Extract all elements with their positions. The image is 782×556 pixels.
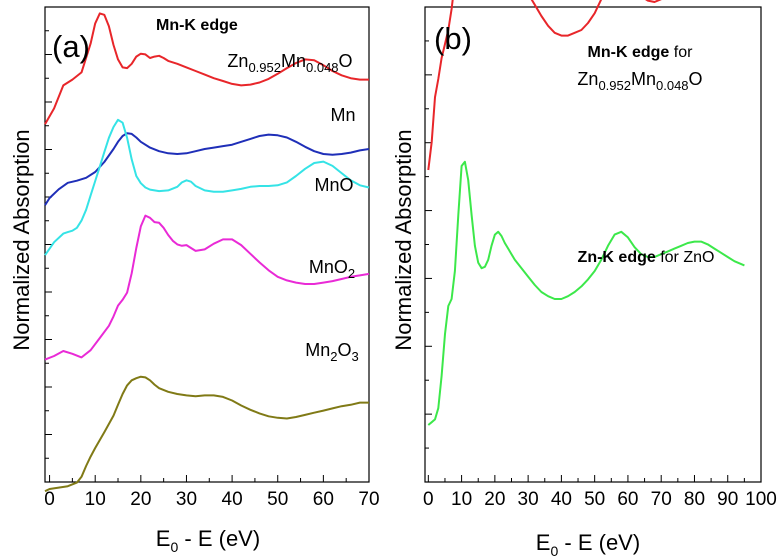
panel-b-y-ticks bbox=[425, 40, 432, 449]
panel-b-x-axis-label: E0 - E (eV) bbox=[536, 530, 640, 556]
x-tick-label: 0 bbox=[423, 489, 434, 510]
x-tick-label: 20 bbox=[130, 489, 151, 510]
x-tick-label: 80 bbox=[684, 489, 705, 510]
panel-a-title: Mn-K edge bbox=[156, 17, 238, 34]
x-tick-label: 100 bbox=[745, 489, 777, 510]
series-line-mno bbox=[44, 118, 370, 256]
panel-a-x-axis-label: E0 - E (eV) bbox=[156, 526, 260, 555]
x-tick-label: 60 bbox=[617, 489, 638, 510]
panel-b-x-ticks bbox=[427, 475, 762, 482]
x-tick-label: 70 bbox=[358, 489, 379, 510]
panel-b-x-axis-label-tail: - E (eV) bbox=[558, 530, 640, 555]
panel-b-y-axis-label: Normalized Absorption bbox=[391, 129, 416, 350]
x-tick-label: 60 bbox=[313, 489, 334, 510]
panel-b-series bbox=[427, 0, 745, 426]
panel-a-x-axis-label-main: E bbox=[156, 526, 171, 551]
panel-a-y-axis-label: Normalized Absorption bbox=[9, 129, 34, 350]
series-label-mn: Mn bbox=[330, 105, 355, 125]
panel-b-label: (b) bbox=[434, 21, 472, 56]
annotation-zn-k-edge: Zn-K edge for ZnO bbox=[578, 249, 715, 266]
x-tick-label: 40 bbox=[551, 489, 572, 510]
panel-a-label: (a) bbox=[52, 29, 90, 64]
panel-b: 0 10 20 30 40 50 60 70 80 90 100 (b) Normalized Ab… bbox=[391, 0, 777, 556]
x-tick-label: 40 bbox=[222, 489, 243, 510]
series-label-mno2: MnO2 bbox=[309, 257, 355, 281]
series-line-zn-k-edge-for-zno bbox=[427, 160, 745, 426]
panel-a-series bbox=[44, 12, 370, 493]
annotation-mn-k-compound: Zn0.952Mn0.048O bbox=[577, 69, 702, 93]
series-label-mno: MnO bbox=[314, 175, 353, 195]
x-tick-label: 50 bbox=[584, 489, 605, 510]
panel-b-x-axis-label-sub: 0 bbox=[550, 543, 558, 556]
series-line-mno2 bbox=[44, 214, 370, 361]
annotation-mn-k-edge: Mn-K edge for bbox=[588, 44, 694, 61]
x-tick-label: 70 bbox=[651, 489, 672, 510]
x-tick-label: 50 bbox=[267, 489, 288, 510]
x-tick-label: 0 bbox=[44, 489, 55, 510]
panel-a-x-axis-label-tail: - E (eV) bbox=[178, 526, 260, 551]
x-tick-label: 30 bbox=[518, 489, 539, 510]
x-tick-label: 30 bbox=[176, 489, 197, 510]
panel-a-y-ticks bbox=[45, 30, 52, 459]
series-line-mn2o3 bbox=[44, 375, 369, 493]
series-label-mn2o3: Mn2O3 bbox=[305, 340, 359, 364]
series-line-mn-k-edge-for-zn0-952mn0-048o bbox=[427, 0, 745, 171]
panel-a: 0 10 20 30 40 50 60 70 (a) Mn-K edge Normalized… bbox=[9, 6, 380, 555]
panel-a-x-ticks bbox=[49, 475, 370, 482]
panel-b-x-tick-labels: 0 10 20 30 40 50 60 70 80 90 100 bbox=[423, 489, 777, 510]
x-tick-label: 20 bbox=[484, 489, 505, 510]
panel-b-x-axis-label-main: E bbox=[536, 530, 551, 555]
panel-a-x-axis-label-sub: 0 bbox=[170, 539, 178, 555]
x-tick-label: 10 bbox=[451, 489, 472, 510]
series-line-zn0-952mn0-048o bbox=[44, 12, 369, 125]
x-tick-label: 90 bbox=[717, 489, 738, 510]
panel-a-x-tick-labels: 0 10 20 30 40 50 60 70 bbox=[44, 489, 379, 510]
series-label-znmno: Zn0.952Mn0.048O bbox=[227, 51, 352, 75]
x-tick-label: 10 bbox=[85, 489, 106, 510]
